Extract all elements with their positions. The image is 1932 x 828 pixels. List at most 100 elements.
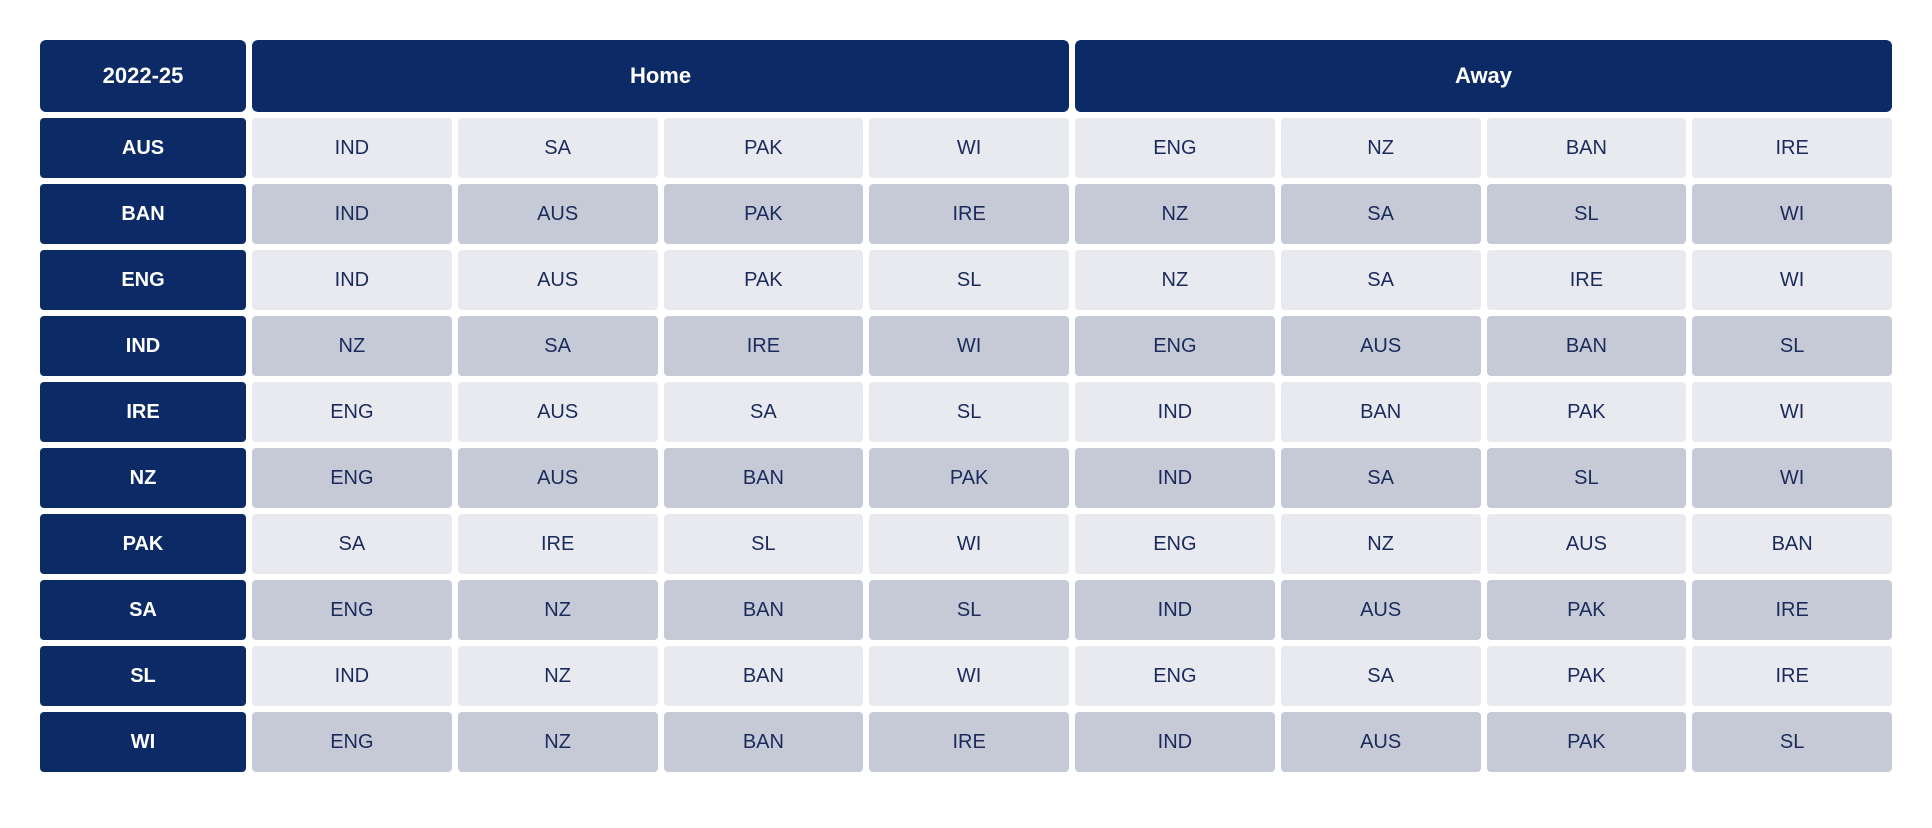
home-cell: ENG: [252, 712, 452, 772]
away-cell: PAK: [1487, 382, 1687, 442]
table-row: WIENGNZBANIREINDAUSPAKSL: [40, 712, 1892, 772]
home-cell: PAK: [664, 118, 864, 178]
team-row-header: NZ: [40, 448, 246, 508]
away-cell: ENG: [1075, 646, 1275, 706]
table-row: NZENGAUSBANPAKINDSASLWI: [40, 448, 1892, 508]
away-cell: PAK: [1487, 580, 1687, 640]
away-cell: SL: [1487, 184, 1687, 244]
table-row: BANINDAUSPAKIRENZSASLWI: [40, 184, 1892, 244]
home-cell: AUS: [458, 448, 658, 508]
team-row-header: AUS: [40, 118, 246, 178]
table-body: AUSINDSAPAKWIENGNZBANIREBANINDAUSPAKIREN…: [40, 118, 1892, 778]
away-group-header: Away: [1075, 40, 1892, 112]
away-cell: SL: [1692, 316, 1892, 376]
home-cell: SA: [458, 118, 658, 178]
away-cell: NZ: [1075, 184, 1275, 244]
away-cell: SL: [1487, 448, 1687, 508]
away-cell: AUS: [1487, 514, 1687, 574]
away-cell: SA: [1281, 250, 1481, 310]
home-cell: PAK: [869, 448, 1069, 508]
away-cell: AUS: [1281, 316, 1481, 376]
team-row-header: BAN: [40, 184, 246, 244]
home-cell: SL: [869, 382, 1069, 442]
home-cell: WI: [869, 118, 1069, 178]
away-cell: WI: [1692, 184, 1892, 244]
home-cell: ENG: [252, 580, 452, 640]
away-cell: NZ: [1075, 250, 1275, 310]
table-row: ENGINDAUSPAKSLNZSAIREWI: [40, 250, 1892, 310]
fixtures-table: 2022-25 Home Away AUSINDSAPAKWIENGNZBANI…: [40, 40, 1892, 778]
home-cell: SA: [664, 382, 864, 442]
away-cell: IND: [1075, 712, 1275, 772]
away-cell: WI: [1692, 250, 1892, 310]
home-cell: SL: [869, 250, 1069, 310]
away-cell: IRE: [1692, 118, 1892, 178]
home-cell: AUS: [458, 382, 658, 442]
table-header-row: 2022-25 Home Away: [40, 40, 1892, 112]
home-cell: ENG: [252, 382, 452, 442]
home-cell: SL: [664, 514, 864, 574]
away-cell: NZ: [1281, 514, 1481, 574]
away-cell: IND: [1075, 448, 1275, 508]
away-cell: SA: [1281, 448, 1481, 508]
home-cell: IND: [252, 250, 452, 310]
home-cell: NZ: [458, 646, 658, 706]
home-cell: IRE: [869, 712, 1069, 772]
home-cell: WI: [869, 316, 1069, 376]
away-cell: SA: [1281, 184, 1481, 244]
table-row: PAKSAIRESLWIENGNZAUSBAN: [40, 514, 1892, 574]
home-cell: IND: [252, 184, 452, 244]
home-cell: PAK: [664, 250, 864, 310]
home-cell: BAN: [664, 646, 864, 706]
away-cell: IND: [1075, 580, 1275, 640]
away-cell: SL: [1692, 712, 1892, 772]
home-cell: SL: [869, 580, 1069, 640]
team-row-header: SL: [40, 646, 246, 706]
away-cell: WI: [1692, 382, 1892, 442]
team-row-header: WI: [40, 712, 246, 772]
away-cell: NZ: [1281, 118, 1481, 178]
home-cell: BAN: [664, 448, 864, 508]
team-row-header: ENG: [40, 250, 246, 310]
home-cell: IRE: [664, 316, 864, 376]
away-cell: AUS: [1281, 712, 1481, 772]
home-cell: AUS: [458, 250, 658, 310]
home-cell: IRE: [458, 514, 658, 574]
home-cell: BAN: [664, 712, 864, 772]
table-row: INDNZSAIREWIENGAUSBANSL: [40, 316, 1892, 376]
away-cell: PAK: [1487, 646, 1687, 706]
team-row-header: PAK: [40, 514, 246, 574]
home-cell: SA: [458, 316, 658, 376]
home-cell: ENG: [252, 448, 452, 508]
away-cell: IRE: [1692, 646, 1892, 706]
away-cell: BAN: [1281, 382, 1481, 442]
home-cell: IND: [252, 118, 452, 178]
away-cell: IRE: [1692, 580, 1892, 640]
away-cell: BAN: [1487, 118, 1687, 178]
home-cell: WI: [869, 514, 1069, 574]
away-cell: ENG: [1075, 118, 1275, 178]
table-row: SAENGNZBANSLINDAUSPAKIRE: [40, 580, 1892, 640]
away-cell: BAN: [1487, 316, 1687, 376]
team-row-header: SA: [40, 580, 246, 640]
away-cell: SA: [1281, 646, 1481, 706]
period-header: 2022-25: [40, 40, 246, 112]
away-cell: ENG: [1075, 514, 1275, 574]
home-cell: AUS: [458, 184, 658, 244]
away-cell: IRE: [1487, 250, 1687, 310]
home-cell: NZ: [458, 580, 658, 640]
home-cell: IND: [252, 646, 452, 706]
home-cell: WI: [869, 646, 1069, 706]
away-cell: AUS: [1281, 580, 1481, 640]
away-cell: PAK: [1487, 712, 1687, 772]
home-group-header: Home: [252, 40, 1069, 112]
home-cell: SA: [252, 514, 452, 574]
home-cell: NZ: [252, 316, 452, 376]
home-cell: IRE: [869, 184, 1069, 244]
away-cell: IND: [1075, 382, 1275, 442]
team-row-header: IND: [40, 316, 246, 376]
home-cell: NZ: [458, 712, 658, 772]
team-row-header: IRE: [40, 382, 246, 442]
table-row: SLINDNZBANWIENGSAPAKIRE: [40, 646, 1892, 706]
home-cell: PAK: [664, 184, 864, 244]
